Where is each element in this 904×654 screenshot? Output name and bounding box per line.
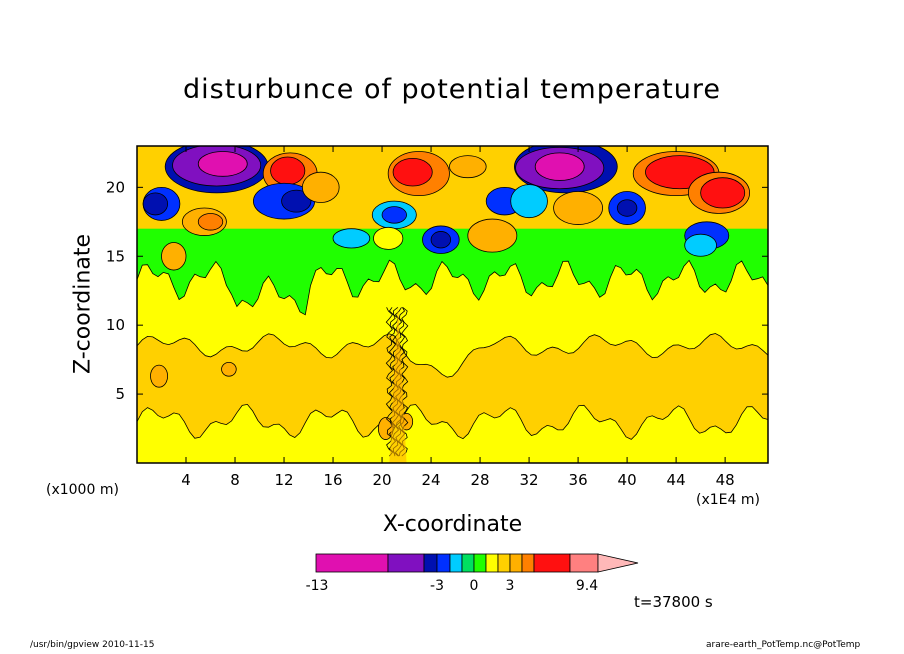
x-tick-label: 32 xyxy=(520,471,539,489)
x-tick-label: 44 xyxy=(667,471,686,489)
contour-blob-7 xyxy=(271,157,305,185)
colorbar-arrow xyxy=(598,554,638,572)
x-tick-label: 12 xyxy=(274,471,293,489)
colorbar: -13 -3 0 3 9.4 xyxy=(306,554,638,594)
colorbar-swatch xyxy=(316,554,388,572)
colorbar-swatch xyxy=(424,554,437,572)
colorbar-label: -3 xyxy=(430,578,444,594)
y-tick-label: 15 xyxy=(106,247,125,265)
x-tick-label: 28 xyxy=(471,471,490,489)
colorbar-swatch xyxy=(498,554,510,572)
x-tick-label: 8 xyxy=(230,471,240,489)
colorbar-swatch xyxy=(570,554,598,572)
colorbar-swatch xyxy=(534,554,570,572)
contour-blob-5 xyxy=(535,153,584,181)
colorbar-swatch xyxy=(486,554,498,572)
colorbar-label: 9.4 xyxy=(576,578,598,594)
contour-blob-9 xyxy=(393,158,432,186)
colorbar-swatch xyxy=(388,554,424,572)
contour-blob-13 xyxy=(701,178,745,208)
contour-blob-21 xyxy=(431,231,451,248)
contour-blob-25 xyxy=(617,200,637,217)
contour-blob-27 xyxy=(685,234,717,256)
contour-blob-15 xyxy=(143,193,168,215)
colorbar-swatch xyxy=(474,554,486,572)
colorbar-swatch xyxy=(437,554,450,572)
x-tick-label: 40 xyxy=(618,471,637,489)
contour-blob-30 xyxy=(198,214,223,231)
contour-blob-33 xyxy=(302,172,339,202)
colorbar-label: -13 xyxy=(306,578,329,594)
contour-blob-38 xyxy=(222,362,237,376)
y-tick-label: 20 xyxy=(106,178,125,196)
contour-blob-36 xyxy=(162,242,187,270)
contour-blob-32 xyxy=(554,191,603,224)
x-tick-label: 24 xyxy=(422,471,441,489)
colorbar-swatch xyxy=(462,554,474,572)
colorbar-swatch xyxy=(522,554,534,572)
contour-blob-2 xyxy=(198,152,247,177)
contour-blob-23 xyxy=(511,185,548,218)
y-tick-label: 5 xyxy=(115,385,125,403)
contour-blob-28 xyxy=(333,229,370,248)
contour-blob-35 xyxy=(373,227,402,249)
contour-blob-31 xyxy=(468,219,517,252)
x-tick-label: 36 xyxy=(569,471,588,489)
colorbar-swatch xyxy=(510,554,522,572)
x-tick-label: 16 xyxy=(323,471,342,489)
contour-blob-19 xyxy=(382,207,407,224)
x-tick-label: 4 xyxy=(181,471,191,489)
contour-blob-37 xyxy=(150,365,167,387)
x-tick-label: 48 xyxy=(716,471,735,489)
contour-field xyxy=(137,139,768,463)
contour-blob-34 xyxy=(449,156,486,178)
colorbar-label: 0 xyxy=(470,578,479,594)
y-tick-label: 10 xyxy=(106,316,125,334)
colorbar-label: 3 xyxy=(506,578,515,594)
x-tick-label: 20 xyxy=(373,471,392,489)
colorbar-swatch xyxy=(450,554,462,572)
